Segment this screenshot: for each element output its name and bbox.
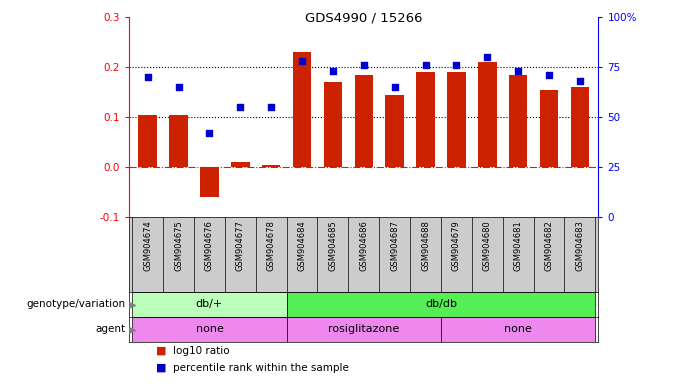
- Text: agent: agent: [96, 324, 126, 334]
- Point: [142, 74, 153, 80]
- Point: [328, 68, 339, 74]
- Text: percentile rank within the sample: percentile rank within the sample: [173, 363, 350, 373]
- Point: [420, 62, 431, 68]
- Text: GSM904685: GSM904685: [328, 220, 337, 271]
- Bar: [287, 317, 441, 342]
- Text: log10 ratio: log10 ratio: [173, 346, 230, 356]
- Point: [235, 104, 245, 110]
- Text: GSM904684: GSM904684: [298, 220, 307, 271]
- Text: genotype/variation: genotype/variation: [27, 299, 126, 310]
- Text: db/+: db/+: [196, 299, 223, 310]
- Text: ■: ■: [156, 363, 167, 373]
- Text: GSM904679: GSM904679: [452, 220, 461, 271]
- Bar: [509, 74, 528, 167]
- Bar: [231, 162, 250, 167]
- Bar: [441, 317, 595, 342]
- Text: GSM904686: GSM904686: [359, 220, 369, 271]
- Bar: [133, 292, 287, 317]
- Point: [575, 78, 585, 84]
- Bar: [540, 90, 558, 167]
- Point: [513, 68, 524, 74]
- Bar: [293, 52, 311, 167]
- Text: GSM904688: GSM904688: [421, 220, 430, 271]
- Bar: [262, 165, 280, 167]
- Text: ▶: ▶: [126, 324, 137, 334]
- Point: [543, 72, 554, 78]
- Point: [266, 104, 277, 110]
- Bar: [133, 317, 287, 342]
- Text: GSM904676: GSM904676: [205, 220, 214, 271]
- Text: GSM904674: GSM904674: [143, 220, 152, 271]
- Text: GDS4990 / 15266: GDS4990 / 15266: [305, 12, 422, 25]
- Bar: [571, 87, 589, 167]
- Bar: [169, 115, 188, 167]
- Text: GSM904680: GSM904680: [483, 220, 492, 271]
- Bar: [324, 82, 342, 167]
- Text: GSM904683: GSM904683: [575, 220, 584, 271]
- Point: [173, 84, 184, 90]
- Point: [389, 84, 400, 90]
- Point: [482, 54, 493, 60]
- Text: ▶: ▶: [126, 299, 137, 310]
- Point: [451, 62, 462, 68]
- Point: [204, 130, 215, 136]
- Text: GSM904675: GSM904675: [174, 220, 183, 271]
- Bar: [478, 62, 496, 167]
- Bar: [200, 167, 219, 197]
- Point: [358, 62, 369, 68]
- Text: none: none: [196, 324, 224, 334]
- Text: GSM904677: GSM904677: [236, 220, 245, 271]
- Text: GSM904682: GSM904682: [545, 220, 554, 271]
- Text: none: none: [504, 324, 532, 334]
- Text: ■: ■: [156, 346, 167, 356]
- Text: GSM904681: GSM904681: [513, 220, 523, 271]
- Bar: [416, 72, 435, 167]
- Bar: [386, 95, 404, 167]
- Text: db/db: db/db: [425, 299, 457, 310]
- Text: GSM904687: GSM904687: [390, 220, 399, 271]
- Point: [296, 58, 307, 64]
- Bar: [354, 74, 373, 167]
- Bar: [447, 72, 466, 167]
- Text: GSM904678: GSM904678: [267, 220, 275, 271]
- Text: rosiglitazone: rosiglitazone: [328, 324, 399, 334]
- Bar: [139, 115, 157, 167]
- Bar: [287, 292, 595, 317]
